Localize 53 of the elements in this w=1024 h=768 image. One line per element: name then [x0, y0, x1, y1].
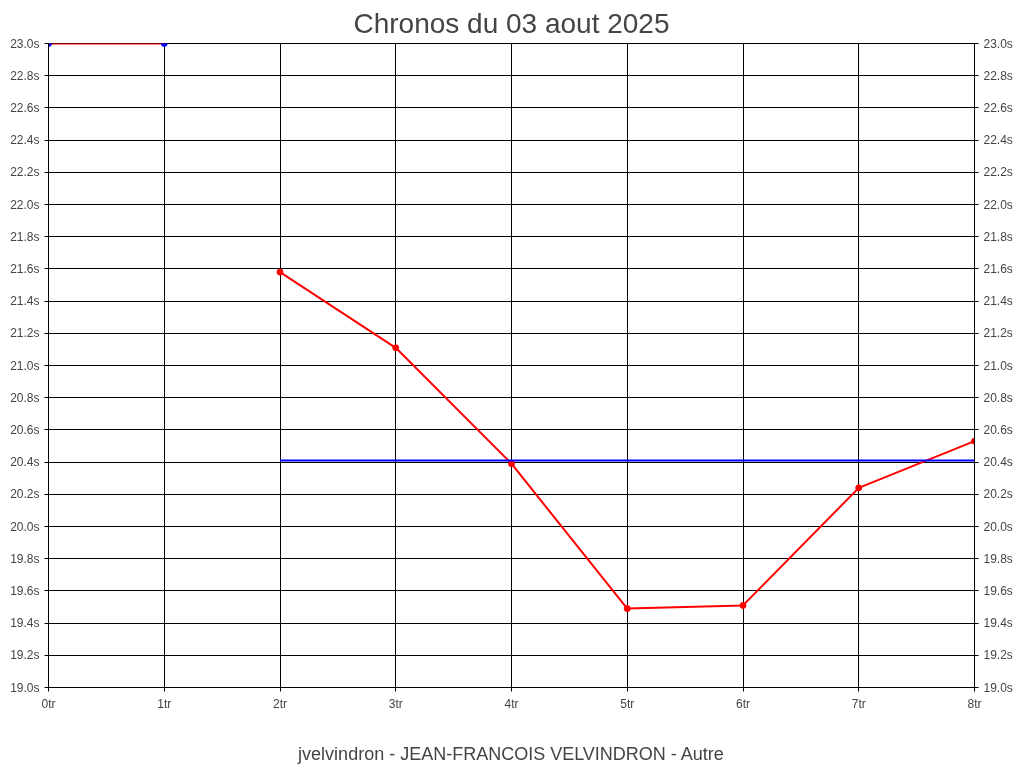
y-tick-label: 20.8s — [10, 390, 40, 405]
y-tick-label: 22.8s — [10, 68, 40, 83]
x-tick-label: 8tr — [967, 696, 982, 711]
x-tick-label: 2tr — [273, 696, 288, 711]
y-tick-label: 21.4s — [10, 294, 40, 309]
y-tick-label: 20.4s — [10, 455, 40, 470]
y2-tick-label: 20.2s — [983, 487, 1013, 502]
y2-tick-label: 21.0s — [983, 358, 1013, 373]
y2-tick-label: 19.6s — [983, 583, 1013, 598]
x-tick-label: 4tr — [504, 696, 519, 711]
y-tick-label: 20.6s — [10, 422, 40, 437]
y-tick-label: 19.2s — [10, 648, 40, 663]
y2-tick-label: 20.8s — [983, 390, 1013, 405]
y-tick-label: 22.0s — [10, 197, 40, 212]
x-tick-label: 6tr — [736, 696, 751, 711]
y2-tick-label: 21.2s — [983, 326, 1013, 341]
y-tick-label: 20.2s — [10, 487, 40, 502]
y-tick-label: 19.4s — [10, 616, 40, 631]
y2-tick-label: 22.0s — [983, 197, 1013, 212]
y2-tick-label: 22.6s — [983, 100, 1013, 115]
y-tick-label: 22.4s — [10, 133, 40, 148]
y2-tick-label: 22.2s — [983, 165, 1013, 180]
y2-tick-label: 20.6s — [983, 422, 1013, 437]
y-tick-label: 22.2s — [10, 165, 40, 180]
y2-tick-label: 22.8s — [983, 68, 1013, 83]
y-tick-label: 23.0s — [10, 36, 40, 51]
y-tick-label: 21.6s — [10, 261, 40, 276]
y-tick-label: 19.0s — [10, 680, 40, 695]
y-tick-label: 19.8s — [10, 551, 40, 566]
y2-tick-label: 19.4s — [983, 616, 1013, 631]
y2-tick-label: 20.0s — [983, 519, 1013, 534]
y-tick-label: 19.6s — [10, 583, 40, 598]
x-axis-title: jvelvindron - JEAN-FRANCOIS VELVINDRON - Autre — [297, 743, 724, 764]
y-tick-label: 21.2s — [10, 326, 40, 341]
y2-tick-label: 21.4s — [983, 294, 1013, 309]
chart-title: Chronos du 03 aout 2025 — [353, 7, 670, 39]
y2-tick-label: 23.0s — [983, 36, 1013, 51]
y2-tick-label: 21.8s — [983, 229, 1013, 244]
x-tick-label: 7tr — [851, 696, 866, 711]
y2-tick-label: 19.2s — [983, 648, 1013, 663]
y2-tick-label: 20.4s — [983, 455, 1013, 470]
y2-tick-label: 19.0s — [983, 680, 1013, 695]
x-tick-label: 5tr — [620, 696, 635, 711]
x-tick-label: 0tr — [41, 696, 56, 711]
y2-tick-label: 19.8s — [983, 551, 1013, 566]
x-tick-label: 3tr — [388, 696, 403, 711]
y-tick-label: 21.8s — [10, 229, 40, 244]
y2-tick-label: 22.4s — [983, 133, 1013, 148]
y-tick-label: 20.0s — [10, 519, 40, 534]
y-tick-label: 21.0s — [10, 358, 40, 373]
x-tick-label: 1tr — [157, 696, 172, 711]
y-tick-label: 22.6s — [10, 100, 40, 115]
y2-tick-label: 21.6s — [983, 261, 1013, 276]
